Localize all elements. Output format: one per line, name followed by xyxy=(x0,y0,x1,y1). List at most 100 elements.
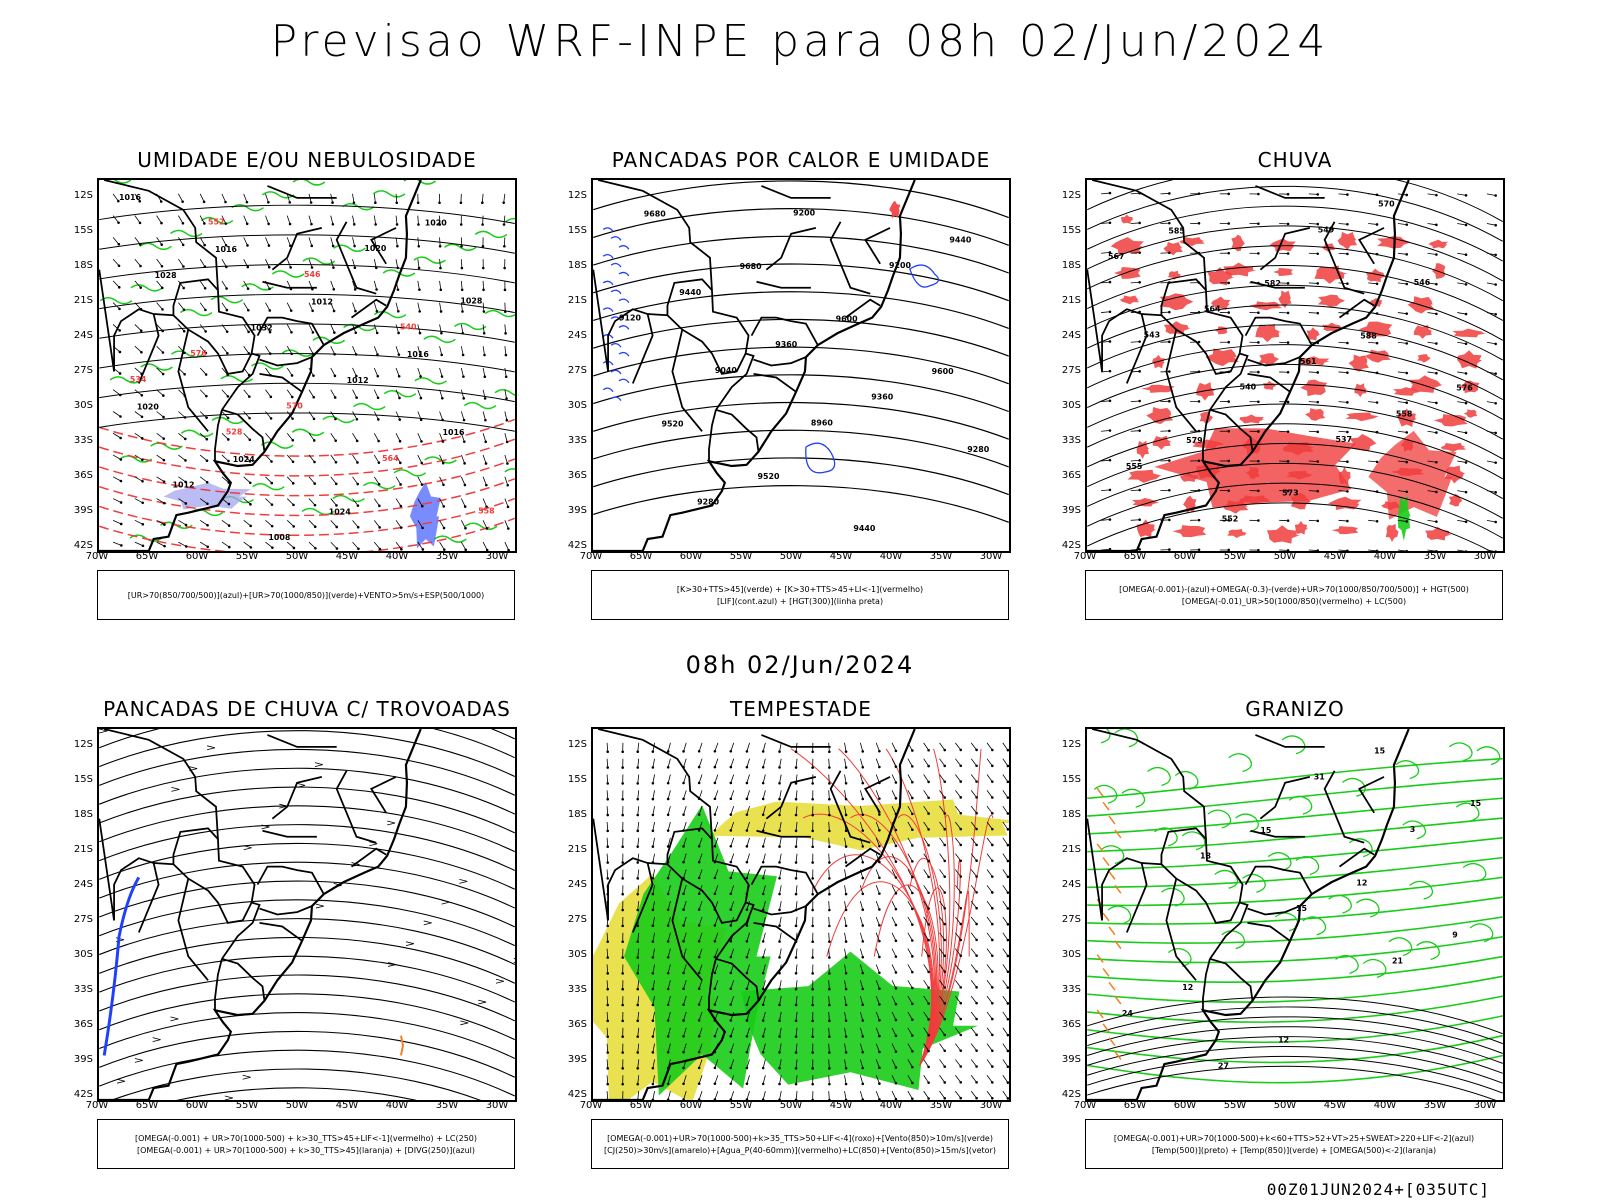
temp500-contour xyxy=(1087,1046,1503,1084)
wind-vector-head xyxy=(745,1003,749,1006)
wind-vector-head xyxy=(417,223,420,226)
wind-vector-head xyxy=(1168,310,1171,314)
wind-vector-head xyxy=(416,201,420,205)
wind-vector-head xyxy=(682,750,685,753)
wind-vector-head xyxy=(943,1081,947,1084)
wind-vector-head xyxy=(1197,311,1201,314)
wind-vector-head xyxy=(331,244,335,248)
wind-vector-head xyxy=(356,482,359,486)
border-line xyxy=(750,316,792,337)
wind-vector-head xyxy=(811,813,814,817)
wind-vector xyxy=(698,853,703,863)
temp850-contour xyxy=(1476,746,1501,766)
wind-vector xyxy=(417,411,422,420)
wind-vector-head xyxy=(224,222,228,225)
wind-vector xyxy=(762,790,766,800)
wind-vector-head xyxy=(943,748,947,752)
wind-vector xyxy=(762,821,766,831)
valid-time-title: 08h 02/Jun/2024 xyxy=(685,651,915,679)
longitude-label: 45W xyxy=(335,551,359,562)
wind-vector-head xyxy=(205,459,209,463)
hgt500-contour xyxy=(1087,284,1503,341)
border-line xyxy=(335,221,377,295)
wind-vector-head xyxy=(1006,938,1009,942)
wind-vector xyxy=(891,916,897,926)
streamline-arrow xyxy=(243,845,252,851)
wind-vector-head xyxy=(1464,372,1468,375)
wind-vector-head xyxy=(975,1096,978,1100)
latitude-label: 18S xyxy=(567,260,587,271)
wind-vector-head xyxy=(606,1035,609,1038)
wind-vector xyxy=(844,1027,847,1037)
latitude-label: 39S xyxy=(567,505,587,516)
wind-vector xyxy=(698,1090,703,1100)
wind-vector xyxy=(714,790,719,799)
wind-vector-head xyxy=(651,813,655,817)
wind-vector-head xyxy=(118,329,121,332)
wind-vector-head xyxy=(991,796,994,799)
wind-vector xyxy=(762,885,766,895)
wind-vector-head xyxy=(975,764,978,768)
border-line xyxy=(350,298,387,319)
wind-vector-head xyxy=(844,1019,848,1023)
wind-vector-head xyxy=(441,396,444,400)
wind-vector xyxy=(970,821,977,830)
wind-vector-head xyxy=(267,200,270,204)
hgt500-contour xyxy=(1087,180,1503,222)
streamline-arrow xyxy=(261,824,270,830)
wind-vector xyxy=(683,901,687,910)
longitude-label: 70W xyxy=(579,1100,603,1111)
wind-vector xyxy=(221,215,227,224)
wind-vector-head xyxy=(729,765,733,769)
wind-vector xyxy=(714,885,719,894)
wind-vector-head xyxy=(1197,429,1201,433)
latitude-label: 30S xyxy=(1061,949,1081,960)
wind-vector xyxy=(698,948,703,958)
wind-vector xyxy=(891,742,897,752)
wind-vector-head xyxy=(1138,488,1141,492)
rain-area xyxy=(1199,411,1214,425)
wind-vector-head xyxy=(606,829,609,833)
wind-vector-head xyxy=(844,908,848,912)
wind-vector-head xyxy=(682,1050,685,1054)
wind-vector xyxy=(417,498,423,507)
longitude-label: 65W xyxy=(135,1100,159,1111)
border-line xyxy=(1259,776,1311,820)
wind-vector xyxy=(221,454,229,462)
rain-area xyxy=(1408,375,1444,393)
wind-vector xyxy=(1130,192,1140,195)
wind-vector-head xyxy=(418,288,421,291)
wind-vector xyxy=(746,1027,750,1037)
wind-vector-head xyxy=(697,1082,701,1085)
contour-label: 8960 xyxy=(811,418,834,427)
streamline xyxy=(99,767,515,815)
wind-vector-head xyxy=(485,527,489,530)
humidity-area xyxy=(356,196,383,216)
wind-vector-head xyxy=(310,244,314,248)
lif-contour xyxy=(610,316,622,321)
wind-vector xyxy=(859,1090,864,1100)
rain-area xyxy=(1214,326,1228,335)
wind-vector xyxy=(828,1059,830,1069)
wind-vector-head xyxy=(761,987,765,991)
wind-vector xyxy=(606,758,609,768)
wind-vector-head xyxy=(778,1082,781,1086)
wind-vector xyxy=(844,885,847,895)
contour-label: 1020 xyxy=(425,219,448,228)
wind-vector-head xyxy=(729,1082,733,1085)
wind-vector xyxy=(970,1075,977,1083)
border-line xyxy=(753,905,807,916)
temp850-contour xyxy=(1087,1034,1503,1064)
wind-vector-head xyxy=(1138,518,1141,522)
streamline-arrow xyxy=(206,745,216,751)
wind-vector-head xyxy=(911,891,914,895)
contour-label: 15 xyxy=(1260,826,1271,835)
wind-vector xyxy=(395,324,399,334)
hgt-contour xyxy=(593,401,1009,440)
wind-vector xyxy=(178,541,187,547)
wind-vector xyxy=(698,916,703,926)
wind-vector-head xyxy=(606,877,609,880)
temp850-contour xyxy=(1362,958,1387,978)
wind-vector-head xyxy=(828,766,831,769)
wind-vector xyxy=(795,1091,798,1100)
